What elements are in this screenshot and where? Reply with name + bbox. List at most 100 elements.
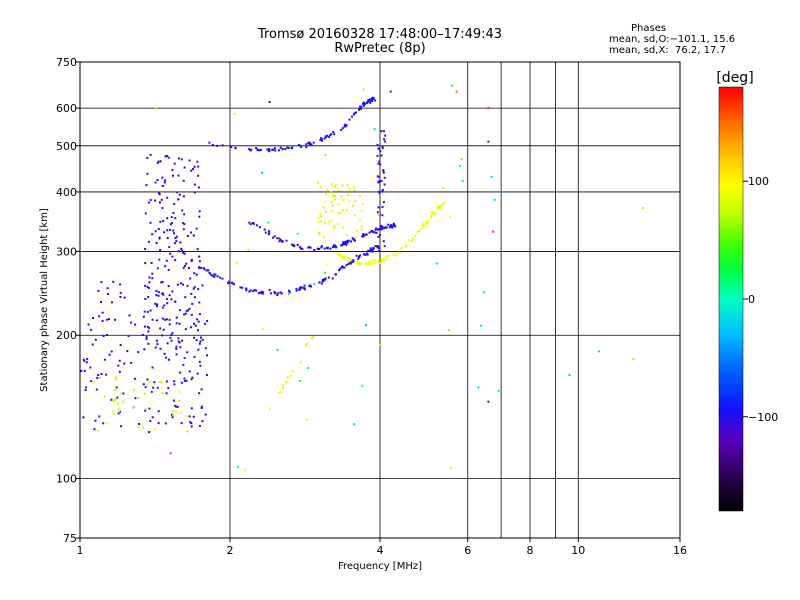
data-point bbox=[340, 266, 343, 269]
data-point bbox=[357, 263, 360, 265]
data-point bbox=[379, 261, 381, 264]
data-point bbox=[129, 321, 132, 324]
data-point bbox=[380, 154, 383, 157]
data-point bbox=[280, 292, 283, 295]
data-point bbox=[151, 233, 154, 236]
data-point bbox=[154, 199, 157, 202]
data-point bbox=[114, 376, 117, 379]
data-point bbox=[354, 236, 357, 239]
data-point bbox=[188, 267, 190, 269]
data-point bbox=[137, 396, 140, 399]
data-point bbox=[249, 289, 252, 292]
x-tick-labels: 1 2 4 6 8 10 16 bbox=[77, 544, 688, 557]
data-point bbox=[134, 377, 137, 380]
data-point bbox=[323, 137, 326, 140]
data-point bbox=[165, 392, 168, 395]
data-point bbox=[288, 293, 290, 296]
data-point bbox=[443, 201, 446, 204]
data-point bbox=[192, 415, 195, 418]
data-point bbox=[378, 190, 381, 193]
data-point bbox=[169, 452, 172, 455]
data-point bbox=[277, 292, 280, 295]
data-point bbox=[391, 226, 394, 229]
data-point bbox=[383, 138, 386, 141]
data-point bbox=[144, 248, 147, 250]
data-point bbox=[158, 193, 161, 196]
y-tick-label: 100 bbox=[56, 473, 77, 486]
data-point bbox=[154, 302, 157, 305]
data-point bbox=[186, 309, 189, 312]
data-point bbox=[98, 377, 101, 379]
data-point bbox=[177, 198, 180, 201]
data-point bbox=[213, 273, 216, 276]
data-point bbox=[333, 133, 336, 136]
data-point bbox=[200, 407, 203, 409]
data-point bbox=[338, 254, 341, 257]
data-point bbox=[182, 251, 185, 254]
data-point bbox=[96, 429, 99, 432]
data-point bbox=[166, 237, 169, 239]
data-point bbox=[435, 206, 438, 209]
data-point bbox=[261, 327, 264, 330]
data-point bbox=[216, 144, 218, 147]
x-tick-label: 16 bbox=[673, 544, 687, 557]
data-point bbox=[253, 289, 256, 292]
data-point bbox=[157, 294, 160, 297]
data-point bbox=[361, 102, 364, 105]
data-point bbox=[156, 267, 159, 270]
data-point bbox=[377, 247, 380, 250]
data-point bbox=[168, 323, 171, 326]
data-point bbox=[378, 192, 381, 194]
data-point bbox=[361, 384, 364, 387]
data-point bbox=[143, 325, 146, 328]
data-point bbox=[178, 341, 181, 344]
data-point bbox=[105, 318, 108, 321]
data-point bbox=[151, 366, 154, 369]
data-point bbox=[455, 90, 458, 93]
data-point bbox=[175, 405, 178, 408]
data-point bbox=[360, 105, 363, 108]
data-point bbox=[196, 248, 199, 251]
data-point bbox=[141, 334, 144, 336]
data-point bbox=[92, 381, 95, 384]
data-point bbox=[151, 272, 154, 275]
data-point bbox=[105, 373, 108, 376]
data-point bbox=[308, 246, 311, 249]
data-point bbox=[371, 96, 374, 99]
data-point bbox=[373, 259, 376, 262]
data-point bbox=[420, 227, 423, 230]
data-point bbox=[366, 253, 369, 256]
data-point bbox=[180, 422, 183, 425]
data-point bbox=[497, 389, 500, 392]
data-point bbox=[188, 159, 191, 162]
y-axis-title: Stationary phase Virtual Height [km] bbox=[39, 208, 50, 392]
data-point bbox=[137, 425, 140, 428]
data-point bbox=[377, 181, 380, 184]
data-point bbox=[169, 336, 172, 339]
data-point bbox=[310, 337, 313, 340]
data-point bbox=[103, 358, 106, 361]
data-point bbox=[260, 290, 263, 293]
data-point bbox=[216, 275, 219, 278]
data-point bbox=[165, 356, 168, 359]
data-point bbox=[376, 211, 379, 214]
data-point bbox=[191, 302, 194, 305]
data-point bbox=[346, 184, 349, 187]
data-point bbox=[323, 247, 326, 250]
data-point bbox=[256, 149, 259, 152]
data-point bbox=[184, 312, 187, 315]
data-point bbox=[306, 343, 309, 345]
data-point bbox=[276, 294, 279, 296]
data-point bbox=[332, 195, 335, 198]
data-point bbox=[304, 344, 307, 347]
data-point bbox=[354, 199, 357, 202]
data-point bbox=[147, 296, 150, 298]
data-point bbox=[188, 415, 191, 418]
data-point bbox=[185, 309, 188, 312]
data-point bbox=[348, 261, 351, 264]
data-point bbox=[358, 261, 361, 264]
data-point bbox=[343, 255, 346, 258]
data-point bbox=[330, 201, 333, 203]
data-point bbox=[282, 386, 284, 389]
data-point bbox=[382, 259, 385, 261]
